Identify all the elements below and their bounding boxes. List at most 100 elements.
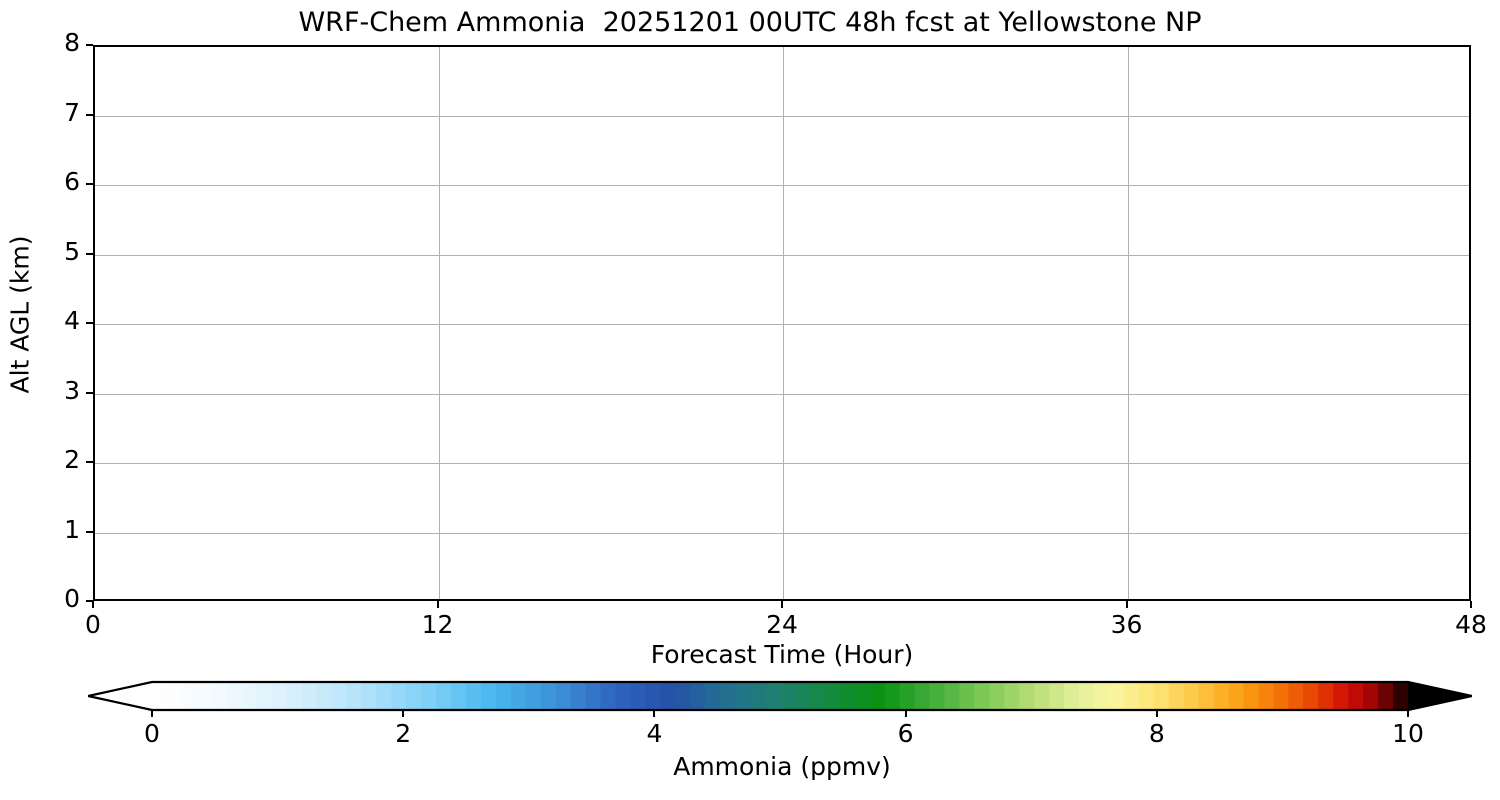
colorbar-band [1064, 682, 1080, 710]
y-tick-label: 5 [64, 236, 80, 266]
colorbar-band [765, 682, 781, 710]
colorbar-band [436, 682, 452, 710]
colorbar-band [466, 682, 482, 710]
colorbar-tick-label: 0 [144, 719, 160, 748]
y-tick-mark [86, 44, 93, 46]
colorbar-tick-mark [1407, 710, 1409, 717]
colorbar-band [152, 682, 168, 710]
y-tick-mark [86, 322, 93, 324]
colorbar-band [1318, 682, 1334, 710]
colorbar-band [809, 682, 826, 710]
colorbar-band [1348, 682, 1364, 710]
y-tick-label: 1 [64, 514, 80, 544]
colorbar-band [1198, 682, 1215, 710]
colorbar-band [286, 682, 303, 710]
y-tick-mark [86, 600, 93, 602]
colorbar-tick-label: 8 [1148, 719, 1165, 748]
colorbar-band [570, 682, 587, 710]
colorbar-band [1213, 682, 1230, 710]
colorbar-band [1393, 682, 1409, 710]
colorbar-band [884, 682, 901, 710]
colorbar-band [914, 682, 931, 710]
gridline-horizontal [95, 393, 1469, 395]
colorbar-band [1049, 682, 1065, 710]
colorbar-band [1034, 682, 1050, 710]
colorbar-band [391, 682, 407, 710]
gridline-horizontal [95, 185, 1469, 186]
colorbar-band [540, 682, 557, 710]
colorbar-band [1123, 682, 1140, 710]
colorbar-band [1079, 682, 1095, 710]
colorbar-band [750, 682, 766, 710]
colorbar-band [480, 682, 497, 710]
gridline-horizontal [95, 463, 1469, 464]
colorbar-tick-label: 10 [1392, 719, 1424, 748]
gridline-vertical [783, 47, 784, 599]
colorbar[interactable] [88, 678, 1472, 716]
colorbar-band [645, 682, 661, 710]
colorbar-band [1288, 682, 1304, 710]
colorbar-tick-label: 2 [395, 719, 412, 748]
colorbar-band [346, 682, 362, 710]
colorbar-band [1363, 682, 1379, 710]
colorbar-band [899, 682, 916, 710]
colorbar-band [451, 682, 467, 710]
colorbar-band [794, 682, 811, 710]
colorbar-over-arrow [1408, 682, 1472, 710]
colorbar-band [660, 682, 676, 710]
x-tick-mark [1470, 601, 1472, 608]
colorbar-band [271, 682, 288, 710]
colorbar-band [376, 682, 392, 710]
x-tick-mark [92, 601, 94, 608]
colorbar-band [1258, 682, 1275, 710]
y-tick-mark [86, 391, 93, 394]
colorbar-band [421, 682, 437, 710]
gridline-vertical [438, 47, 440, 599]
chart-title: WRF-Chem Ammonia 20251201 00UTC 48h fcst… [298, 7, 1202, 38]
colorbar-band [675, 682, 691, 710]
gridline-horizontal [95, 532, 1469, 534]
colorbar-band [1303, 682, 1319, 710]
colorbar-tick-label: 4 [646, 719, 663, 748]
colorbar-band [869, 682, 886, 710]
colorbar-band [600, 682, 617, 710]
colorbar-band [690, 682, 706, 710]
y-tick-mark [86, 252, 93, 255]
colorbar-band [1153, 682, 1170, 710]
colorbar-band [929, 682, 946, 710]
colorbar-band [316, 682, 333, 710]
y-tick-mark [86, 113, 93, 116]
colorbar-band [959, 682, 975, 710]
colorbar-band [525, 682, 542, 710]
colorbar-band [181, 682, 198, 710]
colorbar-label: Ammonia (ppmv) [673, 752, 891, 781]
x-tick-label: 24 [766, 610, 798, 639]
gridlines-layer [95, 47, 1469, 599]
y-tick-label: 0 [64, 584, 80, 613]
colorbar-band [735, 682, 751, 710]
colorbar-band [510, 682, 527, 710]
colorbar-band [406, 682, 422, 710]
colorbar-band [226, 682, 243, 710]
y-tick-mark [86, 530, 93, 533]
colorbar-band [824, 682, 841, 710]
colorbar-band [166, 682, 183, 710]
colorbar-band [585, 682, 602, 710]
colorbar-band [839, 682, 856, 710]
x-tick-mark [781, 601, 783, 608]
colorbar-band [495, 682, 512, 710]
colorbar-band [555, 682, 572, 710]
gridline-vertical [1127, 47, 1129, 599]
colorbar-band [301, 682, 318, 710]
colorbar-band [944, 682, 961, 710]
colorbar-tick-mark [653, 710, 656, 717]
y-tick-label: 4 [64, 306, 80, 335]
y-axis-label: Alt AGL (km) [5, 235, 35, 394]
plot-axes-area[interactable] [93, 45, 1471, 601]
colorbar-band [1168, 682, 1185, 710]
x-tick-label: 36 [1110, 610, 1143, 639]
x-tick-label: 12 [421, 610, 454, 639]
colorbar-band [331, 682, 347, 710]
colorbar-band [705, 682, 721, 710]
